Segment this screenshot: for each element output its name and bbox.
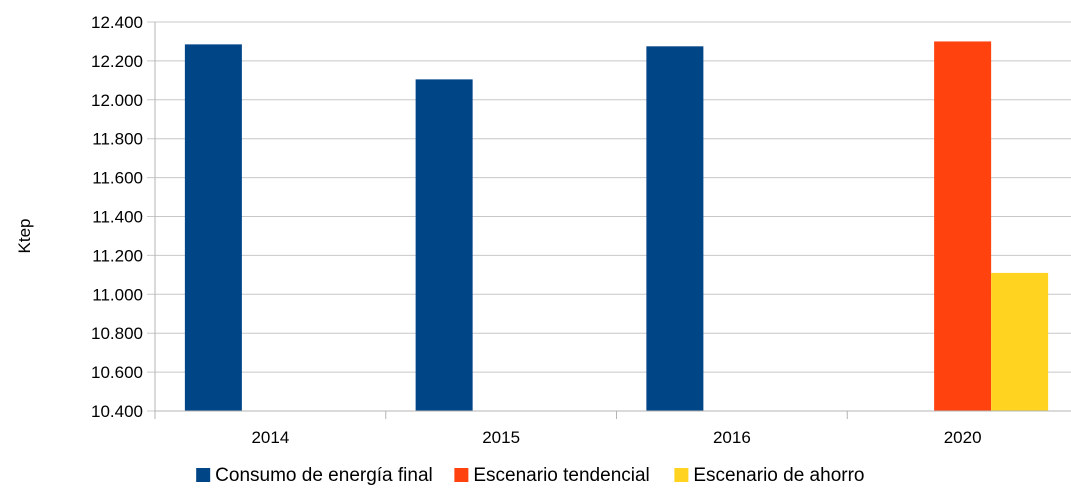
legend-label: Escenario tendencial [473,465,649,486]
axes: 10.400 10.600 10.800 11.000 11.200 11.400 11.6… [91,13,1071,447]
bar [415,79,473,411]
y-tick-label: 11.000 [92,285,143,304]
bar [646,46,704,411]
legend-swatch [196,468,211,482]
legend-item: Consumo de energía final [196,465,433,486]
y-tick-label: 12.200 [91,52,143,71]
x-tick-label: 2016 [713,428,751,447]
bars [184,41,1049,412]
y-tick-label: 12.000 [91,91,143,110]
legend-label: Consumo de energía final [215,465,433,486]
y-tick-label: 11.600 [92,169,143,188]
legend-label: Escenario de ahorro [693,465,864,486]
x-tick-label: 2014 [251,428,289,447]
x-tick-label: 2015 [482,428,520,447]
legend-item: Escenario tendencial [454,465,650,486]
legend: Consumo de energía final Escenario tenden… [196,465,864,486]
x-tick-label: 2020 [944,428,982,447]
bar [991,272,1049,411]
legend-item: Escenario de ahorro [674,465,864,486]
bar [934,41,992,411]
y-tick-label: 10.600 [91,363,143,382]
y-tick-label: 10.800 [91,324,143,343]
gridlines [147,21,1071,412]
y-tick-label: 11.400 [92,208,143,227]
y-tick-label: 11.800 [92,130,143,149]
legend-swatch [454,468,469,482]
legend-swatch [674,468,689,482]
y-axis-title: Ktep [15,219,34,254]
bar [184,44,242,412]
y-tick-label: 12.400 [91,13,143,32]
y-tick-label: 10.400 [91,402,143,421]
y-tick-label: 11.200 [92,246,143,265]
